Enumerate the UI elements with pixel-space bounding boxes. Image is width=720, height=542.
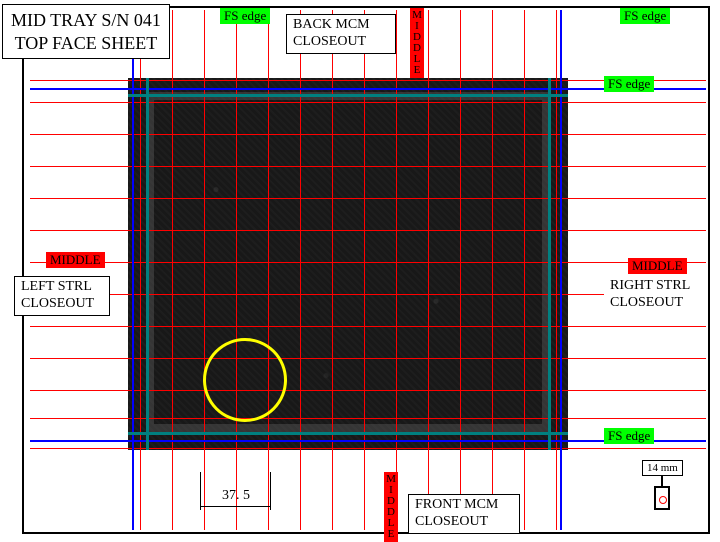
connector-pin [659,496,667,504]
fs-edge-top-right: FS edge [620,8,670,24]
grid-line [560,10,562,530]
dim-37-5: 37. 5 [222,488,250,504]
fs-edge-top-left: FS edge [220,8,270,24]
right-strl-text: RIGHT STRL CLOSEOUT [610,278,690,310]
highlight-circle [203,338,287,422]
grid-line [548,78,551,450]
title-box: MID TRAY S/N 041 TOP FACE SHEET [2,4,170,59]
dim-14mm: 14 mm [642,460,683,476]
front-mcm-label: FRONT MCM CLOSEOUT [408,494,520,534]
middle-vertical-bottom: MIDDLE [384,472,398,542]
back-mcm-label: BACK MCM CLOSEOUT [286,14,396,54]
dim-37-5-tick-l [200,472,201,510]
middle-letter: E [385,529,397,540]
connector-icon [654,486,670,510]
middle-letter: E [411,65,423,76]
middle-right: MIDDLE [628,258,687,274]
title-line2: TOP FACE SHEET [11,32,161,55]
right-strl-label: RIGHT STRL CLOSEOUT [604,276,708,314]
grid-line [132,10,134,530]
back-mcm-text: BACK MCM CLOSEOUT [293,17,370,49]
connector-stem [661,476,663,486]
title-line1: MID TRAY S/N 041 [11,9,161,32]
left-strl-label: LEFT STRL CLOSEOUT [14,276,110,316]
dim-37-5-tick-r [270,472,271,510]
left-strl-text: LEFT STRL CLOSEOUT [21,279,94,311]
fs-edge-upper-right: FS edge [604,76,654,92]
grid-line [146,78,149,450]
middle-left: MIDDLE [46,252,105,268]
grid-line [128,94,568,97]
fs-edge-lower-right: FS edge [604,428,654,444]
grid-line [128,432,568,435]
middle-vertical-top: MIDDLE [410,8,424,78]
front-mcm-text: FRONT MCM CLOSEOUT [415,497,498,529]
dim-37-5-bar [200,506,270,507]
